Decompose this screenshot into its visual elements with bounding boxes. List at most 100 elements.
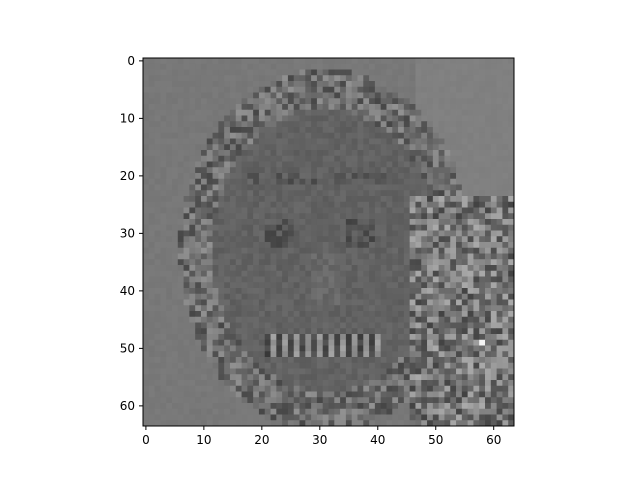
heatmap-cell <box>293 397 300 404</box>
heatmap-cell <box>229 288 237 295</box>
heatmap-cell <box>508 282 515 289</box>
heatmap-cell <box>380 339 387 346</box>
heatmap-cell <box>403 345 411 352</box>
heatmap-cell <box>143 345 150 352</box>
heatmap-cell <box>328 81 335 88</box>
heatmap-cell <box>363 334 370 341</box>
heatmap-cell <box>392 109 399 116</box>
heatmap-cell <box>282 345 289 352</box>
heatmap-cell <box>253 293 260 300</box>
heatmap-cell <box>253 104 260 111</box>
heatmap-cell <box>154 63 161 70</box>
heatmap-cell <box>183 305 190 312</box>
heatmap-cell <box>432 138 440 145</box>
heatmap-cell <box>253 184 260 191</box>
heatmap-cell <box>438 184 445 191</box>
heatmap-cell <box>427 299 434 306</box>
heatmap-cell <box>189 357 196 364</box>
heatmap-cell <box>450 380 457 387</box>
heatmap-cell <box>305 178 312 185</box>
heatmap-cell <box>189 270 196 277</box>
heatmap-cell <box>160 357 167 364</box>
heatmap-cell <box>189 104 196 111</box>
heatmap-cell <box>345 63 353 70</box>
heatmap-cell <box>374 420 382 427</box>
heatmap-cell <box>374 86 382 93</box>
heatmap-cell <box>212 230 219 237</box>
heatmap-cell <box>229 167 237 174</box>
heatmap-cell <box>502 219 509 226</box>
heatmap-cell <box>479 92 486 99</box>
heatmap-cell <box>409 150 416 157</box>
heatmap-cell <box>508 138 515 145</box>
heatmap-cell <box>166 316 173 323</box>
heatmap-cell <box>438 196 445 203</box>
heatmap-cell <box>438 408 445 415</box>
heatmap-cell <box>386 155 393 162</box>
heatmap-cell <box>363 328 370 335</box>
heatmap-cell <box>490 138 498 145</box>
heatmap-cell <box>403 86 411 93</box>
heatmap-cell <box>206 138 213 145</box>
heatmap-cell <box>398 127 405 134</box>
heatmap-cell <box>438 127 445 134</box>
heatmap-cell <box>369 368 376 375</box>
heatmap-cell <box>334 339 341 346</box>
heatmap-cell <box>229 230 237 237</box>
heatmap-cell <box>195 339 202 346</box>
heatmap-cell <box>258 190 266 197</box>
heatmap-cell <box>206 173 213 180</box>
heatmap-cell <box>299 408 306 415</box>
heatmap-cell <box>148 374 155 381</box>
heatmap-cell <box>177 339 184 346</box>
heatmap-cell <box>345 420 353 427</box>
heatmap-cell <box>386 150 393 157</box>
heatmap-cell <box>305 380 312 387</box>
heatmap-cell <box>450 150 457 157</box>
heatmap-cell <box>276 253 283 260</box>
heatmap-cell <box>380 201 387 208</box>
heatmap-cell <box>456 236 463 243</box>
heatmap-cell <box>160 305 167 312</box>
heatmap-cell <box>171 293 179 300</box>
heatmap-cell <box>502 213 509 220</box>
heatmap-cell <box>189 86 196 93</box>
heatmap-cell <box>247 81 254 88</box>
heatmap-cell <box>421 328 428 335</box>
heatmap-cell <box>299 276 306 283</box>
heatmap-cell <box>183 334 190 341</box>
heatmap-cell <box>218 58 225 65</box>
heatmap-cell <box>467 380 474 387</box>
heatmap-cell <box>287 127 295 134</box>
heatmap-cell <box>415 293 422 300</box>
heatmap-cell <box>247 322 254 329</box>
heatmap-cell <box>311 121 318 128</box>
heatmap-cell <box>177 420 184 427</box>
heatmap-cell <box>444 167 451 174</box>
heatmap-cell <box>258 357 266 364</box>
heatmap-cell <box>432 270 440 277</box>
heatmap-cell <box>171 75 179 82</box>
heatmap-cell <box>154 282 161 289</box>
heatmap-cell <box>229 150 237 157</box>
heatmap-cell <box>479 334 486 341</box>
heatmap-cell <box>485 247 492 254</box>
heatmap-cell <box>467 368 474 375</box>
heatmap-cell <box>293 138 300 145</box>
heatmap-cell <box>276 299 283 306</box>
heatmap-cell <box>258 253 266 260</box>
heatmap-cell <box>374 242 382 249</box>
heatmap-cell <box>351 224 358 231</box>
heatmap-cell <box>258 184 266 191</box>
heatmap-cell <box>403 414 411 421</box>
heatmap-cell <box>432 69 440 76</box>
heatmap-cell <box>224 299 231 306</box>
heatmap-cell <box>229 299 237 306</box>
heatmap-cell <box>206 196 213 203</box>
heatmap-cell <box>427 345 434 352</box>
heatmap-cell <box>166 368 173 375</box>
heatmap-cell <box>467 270 474 277</box>
heatmap-cell <box>438 173 445 180</box>
heatmap-cell <box>461 81 469 88</box>
heatmap-cell <box>496 270 503 277</box>
